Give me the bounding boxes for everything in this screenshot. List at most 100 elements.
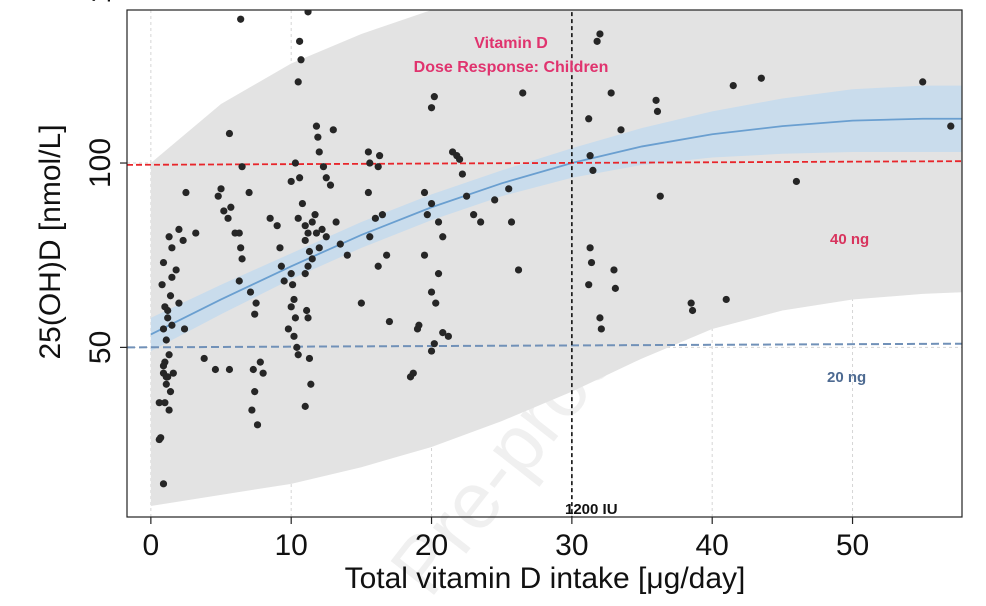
data-point <box>409 369 417 377</box>
data-point <box>332 218 340 226</box>
data-point <box>297 56 305 64</box>
data-point <box>287 270 295 278</box>
data-point <box>159 258 168 267</box>
data-point <box>304 262 312 270</box>
data-point <box>251 388 259 396</box>
data-point <box>287 177 295 186</box>
data-point <box>585 281 593 289</box>
data-point <box>357 299 365 307</box>
data-point <box>224 214 232 222</box>
data-point <box>161 399 169 407</box>
data-point <box>586 152 594 160</box>
data-point <box>305 354 314 363</box>
data-point <box>519 89 527 97</box>
data-point <box>166 388 175 396</box>
x-axis-label: Total vitamin D intake [μg/day] <box>345 562 746 595</box>
data-point <box>290 295 298 304</box>
data-point <box>238 163 246 171</box>
data-point <box>179 236 187 245</box>
data-point <box>165 406 173 414</box>
data-point <box>617 126 625 134</box>
data-point <box>366 233 374 241</box>
data-point <box>166 292 175 300</box>
data-point <box>729 81 737 90</box>
plot-frame <box>126 9 963 518</box>
data-point <box>430 93 438 101</box>
data-point <box>301 222 309 230</box>
data-point <box>427 199 436 208</box>
data-point <box>688 306 697 315</box>
data-point <box>214 192 222 200</box>
data-point <box>427 288 436 296</box>
data-point <box>164 314 172 322</box>
data-point <box>303 306 311 315</box>
data-point <box>383 251 391 259</box>
y-tick-label: 100 <box>84 138 117 188</box>
data-point <box>319 163 328 171</box>
data-point <box>157 434 165 442</box>
data-point <box>514 266 523 274</box>
data-point <box>165 233 173 241</box>
data-point <box>249 365 257 374</box>
data-point <box>248 406 256 414</box>
data-point <box>378 211 387 219</box>
data-point <box>336 240 344 248</box>
data-point <box>427 104 436 112</box>
data-point <box>307 380 315 388</box>
data-point <box>430 340 438 348</box>
data-point <box>291 159 300 167</box>
data-point <box>420 251 429 259</box>
data-point <box>585 115 593 123</box>
data-point <box>253 421 262 429</box>
data-point <box>589 166 597 174</box>
data-point <box>182 188 190 197</box>
data-point <box>175 299 183 307</box>
data-point <box>246 288 255 296</box>
data-point <box>284 325 292 333</box>
data-point <box>287 303 295 311</box>
data-point <box>235 229 243 237</box>
data-point <box>168 244 176 252</box>
data-point <box>470 211 478 219</box>
data-point <box>385 317 394 326</box>
data-point <box>434 270 443 278</box>
y-tick-label: 150 <box>84 0 117 4</box>
data-point <box>611 284 619 292</box>
data-point <box>374 163 382 171</box>
data-point <box>168 273 176 281</box>
y-tick-label: 50 <box>84 331 117 364</box>
data-point <box>687 299 695 307</box>
chart-title: Vitamin D <box>474 35 548 52</box>
data-point <box>245 188 253 197</box>
data-point <box>597 325 605 333</box>
data-point <box>237 244 245 252</box>
data-point <box>607 89 615 97</box>
data-point <box>596 314 604 322</box>
data-point <box>463 192 471 200</box>
data-point <box>586 244 594 252</box>
data-point <box>587 258 596 267</box>
data-point <box>315 148 323 156</box>
data-point <box>288 281 297 289</box>
data-point <box>792 177 801 186</box>
ref-label-20ng: 20 ng <box>827 369 866 386</box>
data-point <box>235 277 243 285</box>
vline-label: 1200 IU <box>565 501 618 518</box>
data-point <box>301 236 309 245</box>
data-point <box>308 218 316 226</box>
data-point <box>653 107 662 115</box>
data-point <box>162 373 170 381</box>
data-point <box>364 148 372 156</box>
data-point <box>158 281 166 289</box>
data-point <box>507 218 516 226</box>
data-point <box>364 188 372 197</box>
data-point <box>505 185 513 193</box>
data-point <box>455 155 464 163</box>
data-point <box>305 247 314 256</box>
data-point <box>376 152 384 160</box>
data-point <box>276 244 284 252</box>
data-point <box>596 30 604 38</box>
data-point <box>610 266 618 274</box>
data-point <box>225 365 234 374</box>
